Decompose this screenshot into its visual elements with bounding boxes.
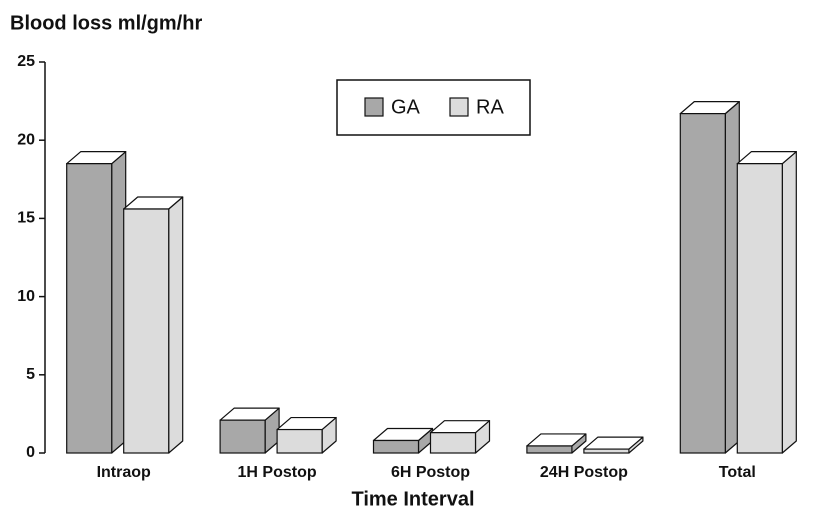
y-tick-label: 0	[26, 444, 35, 461]
bar	[219, 419, 266, 454]
legend-swatch	[364, 97, 384, 117]
y-tick-label: 25	[17, 53, 35, 70]
bar	[583, 448, 630, 454]
legend-label: GA	[391, 96, 421, 118]
bar	[123, 208, 170, 454]
legend-swatch	[449, 97, 469, 117]
bar-side	[168, 196, 184, 454]
legend-label: RA	[476, 96, 504, 118]
y-tick-label: 5	[26, 366, 35, 383]
bar	[429, 432, 477, 454]
y-tick-label: 10	[17, 288, 35, 305]
legend-box	[336, 79, 531, 136]
x-axis-label: Time Interval	[351, 488, 474, 510]
bar	[372, 439, 420, 454]
x-tick-label: 6H Postop	[391, 464, 470, 481]
bar	[736, 163, 783, 454]
x-tick-label: Intraop	[97, 464, 151, 481]
x-tick-label: Total	[719, 464, 756, 481]
chart-title: Blood loss ml/gm/hr	[10, 12, 202, 34]
bar	[66, 163, 113, 454]
y-tick-label: 15	[17, 210, 35, 227]
bar	[276, 428, 323, 454]
x-tick-label: 24H Postop	[540, 464, 628, 481]
y-tick-label: 20	[17, 131, 35, 148]
bar	[526, 445, 573, 454]
bar-side	[781, 151, 797, 454]
bar	[679, 113, 726, 454]
x-tick-label: 1H Postop	[238, 464, 317, 481]
